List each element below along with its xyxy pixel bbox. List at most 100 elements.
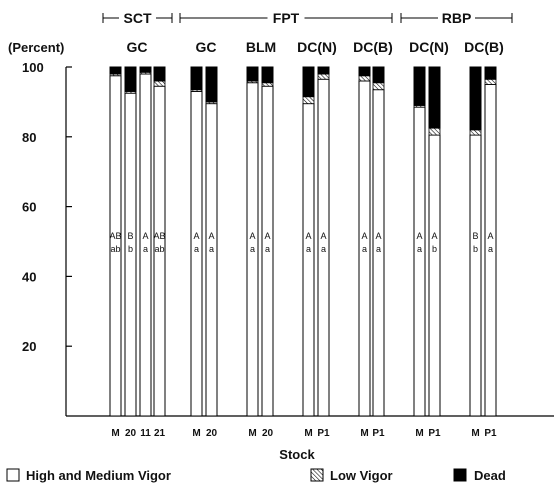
significance-letter-lower: ab <box>110 244 120 254</box>
legend-label: Low Vigor <box>330 468 393 483</box>
significance-letter-lower: a <box>143 244 148 254</box>
significance-letter-upper: A <box>305 231 311 241</box>
legend: High and Medium Vigor Low Vigor Dead <box>6 468 506 483</box>
site-label: FPT <box>273 10 300 26</box>
bar-segment-dead <box>205 66 218 103</box>
significance-letter-lower: a <box>376 244 381 254</box>
bar-segment-low-vigor <box>302 96 315 105</box>
stock-tick-label: M <box>360 428 368 439</box>
legend-swatch-hatched <box>310 468 324 482</box>
stock-tick-label: M <box>248 428 256 439</box>
site-group-header: RBP <box>400 10 513 26</box>
bar-segment-high-medium <box>428 134 441 417</box>
stock-tick-label: M <box>192 428 200 439</box>
x-axis-label: Stock <box>279 447 315 462</box>
stock-tick-label: 20 <box>206 428 218 439</box>
significance-letter-upper: A <box>431 231 437 241</box>
stock-tick-label: 21 <box>154 428 166 439</box>
significance-letter-upper: A <box>193 231 199 241</box>
stock-tick-label: 20 <box>262 428 274 439</box>
y-tick-label: 40 <box>22 269 36 284</box>
stock-tick-label: M <box>111 428 119 439</box>
legend-item-high-medium: High and Medium Vigor <box>6 468 171 483</box>
significance-letter-lower: a <box>265 244 270 254</box>
stock-tick-label: M <box>304 428 312 439</box>
bar-segment-dead <box>484 66 497 80</box>
cultivar-label: DC(B) <box>464 39 504 55</box>
cultivar-label: DC(B) <box>353 39 393 55</box>
significance-letter-upper: A <box>142 231 148 241</box>
bars: ABabMBb20Aa11ABab21AaMAa20AaMAa20AaMAaP1… <box>109 66 497 439</box>
site-label: SCT <box>124 10 152 26</box>
bar-segment-low-vigor <box>358 75 371 82</box>
y-axis-label: (Percent) <box>8 40 64 55</box>
stock-tick-label: 11 <box>140 428 151 439</box>
significance-letter-lower: a <box>250 244 255 254</box>
significance-letter-lower: a <box>209 244 214 254</box>
bar-segment-dead <box>124 66 137 92</box>
legend-swatch-black <box>453 468 467 482</box>
bar-segment-high-medium <box>413 106 426 417</box>
bar-segment-low-vigor <box>153 80 166 87</box>
bar-segment-dead <box>413 66 426 106</box>
bar-segment-dead <box>109 66 122 75</box>
significance-letter-lower: ab <box>154 244 164 254</box>
cultivar-label: DC(N) <box>297 39 337 55</box>
stock-tick-label: M <box>415 428 423 439</box>
significance-letter-lower: a <box>306 244 311 254</box>
bar-segment-low-vigor <box>317 73 330 80</box>
y-ticks: 20 40 60 80 100 <box>22 60 72 354</box>
significance-letter-upper: AB <box>109 231 121 241</box>
significance-letter-lower: a <box>488 244 493 254</box>
bar-segment-dead <box>261 66 274 84</box>
y-tick-label: 20 <box>22 339 36 354</box>
significance-letter-upper: B <box>127 231 133 241</box>
significance-letter-upper: A <box>249 231 255 241</box>
significance-letter-lower: a <box>362 244 367 254</box>
cultivar-label: GC <box>196 39 217 55</box>
bar-segment-dead <box>372 66 385 84</box>
stock-tick-label: P1 <box>428 428 441 439</box>
significance-letter-upper: A <box>264 231 270 241</box>
bar-segment-high-medium <box>124 92 137 417</box>
bar-segment-high-medium <box>205 103 218 417</box>
significance-letter-upper: A <box>361 231 367 241</box>
stock-tick-label: P1 <box>317 428 330 439</box>
bar-segment-dead <box>428 66 441 129</box>
stock-tick-label: P1 <box>372 428 385 439</box>
bar-segment-dead <box>358 66 371 77</box>
bar-segment-low-vigor <box>469 129 482 136</box>
bar-segment-dead <box>469 66 482 131</box>
significance-letter-upper: AB <box>153 231 165 241</box>
bar-segment-high-medium <box>469 134 482 417</box>
bar-segment-dead <box>317 66 330 75</box>
stock-tick-label: M <box>471 428 479 439</box>
significance-letter-upper: A <box>208 231 214 241</box>
bar-segment-dead <box>153 66 166 82</box>
bar-segment-low-vigor <box>428 127 441 136</box>
stock-tick-label: 20 <box>125 428 137 439</box>
significance-letter-lower: a <box>417 244 422 254</box>
significance-letter-upper: A <box>320 231 326 241</box>
cultivar-label: BLM <box>246 39 276 55</box>
site-group-header: SCT <box>102 10 173 26</box>
bar-segment-dead <box>246 66 259 82</box>
cultivar-groups: GC GC BLM DC(N) DC(B) DC(N) DC(B) <box>127 39 504 55</box>
bar-segment-dead <box>190 66 203 91</box>
y-tick-label: 60 <box>22 200 36 215</box>
site-label: RBP <box>442 10 472 26</box>
y-tick-label: 100 <box>22 60 44 75</box>
bar-segment-low-vigor <box>261 82 274 87</box>
site-group-header: FPT <box>179 10 393 26</box>
bar-segment-high-medium <box>302 103 315 417</box>
y-tick-label: 80 <box>22 130 36 145</box>
significance-letter-upper: A <box>487 231 493 241</box>
stock-tick-label: P1 <box>484 428 497 439</box>
legend-item-dead: Dead <box>453 468 506 483</box>
bar-segment-low-vigor <box>484 78 497 85</box>
significance-letter-lower: b <box>432 244 437 254</box>
legend-swatch-white <box>6 468 20 482</box>
significance-letter-lower: b <box>128 244 133 254</box>
bar-segment-dead <box>139 66 152 73</box>
